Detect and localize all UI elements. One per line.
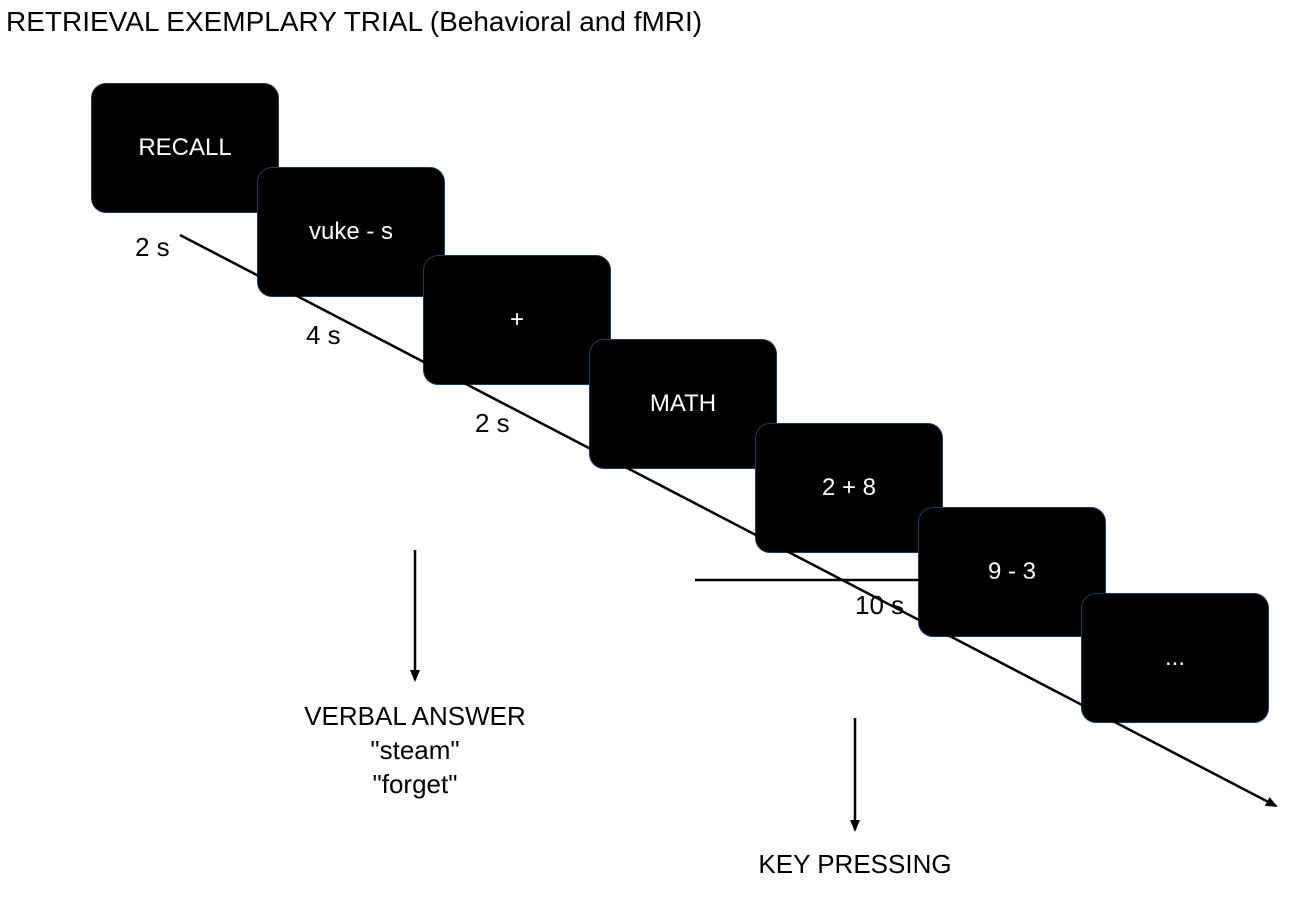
key-pressing-annotation: KEY PRESSING [755,848,955,882]
trial-card-math-label: MATH [590,340,776,468]
timing-label: 2 s [475,408,510,439]
annotation-line: "forget" [295,768,535,802]
timing-label: 4 s [306,320,341,351]
card-label: MATH [650,390,716,418]
trial-card-math-2: 9 - 3 [919,508,1105,636]
card-label: 9 - 3 [988,558,1036,586]
trial-card-recall: RECALL [92,84,278,212]
card-label: RECALL [138,134,231,162]
timing-label: 10 s [855,590,904,621]
annotation-heading: VERBAL ANSWER [295,700,535,734]
trial-card-cue: vuke - s [258,168,444,296]
figure-title: RETRIEVAL EXEMPLARY TRIAL (Behavioral an… [6,6,702,38]
trial-card-ellipsis: ... [1082,594,1268,722]
trial-card-math-1: 2 + 8 [756,424,942,552]
timing-label: 2 s [135,232,170,263]
card-label: ... [1165,644,1185,672]
annotation-heading: KEY PRESSING [755,848,955,882]
annotation-line: "steam" [295,734,535,768]
card-label: vuke - s [309,218,393,246]
card-label: 2 + 8 [822,474,876,502]
verbal-answer-annotation: VERBAL ANSWER "steam" "forget" [295,700,535,801]
trial-card-fixation: + [424,256,610,384]
card-label: + [510,306,524,334]
